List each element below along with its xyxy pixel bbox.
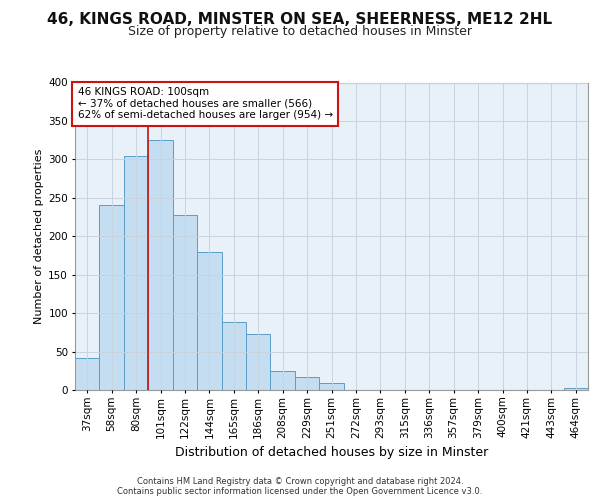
Y-axis label: Number of detached properties: Number of detached properties [34,148,44,324]
Bar [100,204,124,390]
Text: Contains HM Land Registry data © Crown copyright and database right 2024.
Contai: Contains HM Land Registry data © Crown c… [118,476,482,496]
Bar [319,383,344,390]
Bar [271,371,295,390]
Bar [75,358,100,390]
Text: 46, KINGS ROAD, MINSTER ON SEA, SHEERNESS, ME12 2HL: 46, KINGS ROAD, MINSTER ON SEA, SHEERNES… [47,12,553,28]
Bar [197,252,221,390]
Bar [173,214,197,390]
Bar [563,388,588,390]
Bar [221,322,246,390]
Text: 46 KINGS ROAD: 100sqm
← 37% of detached houses are smaller (566)
62% of semi-det: 46 KINGS ROAD: 100sqm ← 37% of detached … [77,87,332,120]
X-axis label: Distribution of detached houses by size in Minster: Distribution of detached houses by size … [175,446,488,459]
Bar [124,156,148,390]
Bar [246,334,271,390]
Text: Size of property relative to detached houses in Minster: Size of property relative to detached ho… [128,25,472,38]
Bar [148,140,173,390]
Bar [295,377,319,390]
